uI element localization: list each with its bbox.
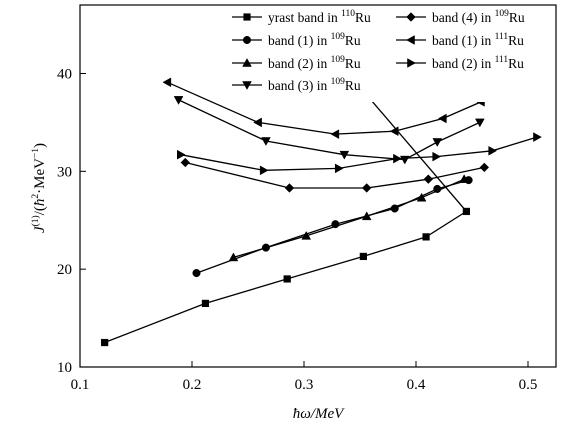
legend-label: band (3) in 109Ru	[268, 77, 361, 93]
legend-label: band (4) in 109Ru	[432, 9, 525, 25]
data-point	[533, 132, 542, 142]
legend-label: band (1) in 109Ru	[268, 32, 361, 48]
y-tick-label: 40	[57, 66, 72, 82]
data-point	[423, 174, 434, 184]
legend-marker	[406, 12, 416, 22]
series-4	[173, 96, 485, 165]
data-point	[101, 338, 109, 347]
y-tick-label: 10	[57, 360, 72, 376]
data-point	[432, 151, 442, 162]
legend-item: band (1) in 111Ru	[396, 32, 524, 48]
x-tick-label: 0.2	[183, 377, 202, 393]
series-layer	[101, 76, 542, 347]
legend-item: yrast band in 110Ru	[232, 9, 371, 25]
series-1	[101, 80, 478, 347]
y-tick-label: 20	[57, 262, 72, 278]
plot-frame	[79, 4, 557, 368]
series-5	[180, 157, 490, 193]
series-3	[228, 174, 469, 262]
data-point	[201, 299, 210, 308]
data-point	[361, 211, 372, 221]
axis-ticks: 0.1 0.2 0.3 0.4 0.5 10 20 30 40	[57, 66, 537, 393]
series-2	[192, 176, 473, 278]
x-tick-label: 0.5	[519, 377, 538, 393]
y-tick-label: 30	[57, 164, 72, 180]
legend-label: band (2) in 109Ru	[268, 55, 361, 71]
data-point	[330, 129, 340, 139]
data-point	[284, 183, 295, 193]
data-point	[253, 117, 262, 128]
data-point	[459, 174, 469, 183]
series-line	[178, 99, 481, 161]
series-7	[177, 132, 542, 176]
data-point	[228, 252, 239, 262]
data-point	[283, 275, 291, 283]
y-axis-label: J(1)/(ħ2·MeV−1)	[30, 143, 48, 233]
data-point	[462, 207, 471, 216]
data-point	[339, 150, 350, 160]
data-point	[432, 138, 443, 147]
data-point	[301, 230, 312, 240]
data-point	[359, 252, 367, 261]
legend: yrast band in 110Ru band (4) in 109Ru band…	[228, 8, 554, 102]
data-point	[488, 145, 498, 156]
data-point	[422, 233, 430, 241]
legend-item: band (2) in 109Ru	[232, 55, 361, 71]
series-line	[185, 161, 485, 189]
data-point	[475, 118, 485, 128]
data-point	[393, 153, 402, 164]
data-point	[334, 163, 344, 174]
legend-marker	[406, 35, 415, 45]
legend-background	[228, 8, 554, 102]
data-point	[259, 165, 269, 176]
legend-marker	[243, 13, 251, 21]
legend-marker	[242, 58, 252, 67]
data-point	[192, 269, 201, 278]
data-point	[162, 77, 172, 88]
data-point	[389, 126, 399, 137]
data-point	[437, 113, 447, 124]
legend-item: band (1) in 109Ru	[232, 32, 361, 48]
x-tick-label: 0.3	[295, 377, 314, 393]
data-point	[416, 192, 427, 202]
y-axis-label-text: J(1)/(ħ2·MeV−1)	[30, 143, 48, 233]
legend-item: band (4) in 109Ru	[396, 9, 525, 25]
legend-label: band (1) in 111Ru	[432, 32, 524, 48]
data-point	[177, 149, 186, 160]
data-point	[361, 183, 372, 193]
legend-marker	[407, 58, 416, 68]
data-point	[399, 155, 410, 165]
data-point	[261, 137, 271, 146]
legend-marker	[242, 35, 252, 45]
legend-marker	[242, 81, 252, 90]
series-line	[104, 83, 475, 344]
x-tick-label: 0.1	[71, 377, 90, 393]
data-point	[479, 162, 490, 173]
legend-label: band (2) in 111Ru	[432, 55, 524, 71]
data-point	[180, 157, 191, 168]
legend-label: yrast band in 110Ru	[268, 9, 371, 25]
data-point	[173, 96, 184, 105]
x-axis-label: ħω/MeV	[293, 406, 345, 422]
legend-item: band (2) in 111Ru	[396, 55, 524, 71]
legend-item: band (3) in 109Ru	[232, 77, 361, 93]
x-tick-label: 0.4	[407, 377, 426, 393]
